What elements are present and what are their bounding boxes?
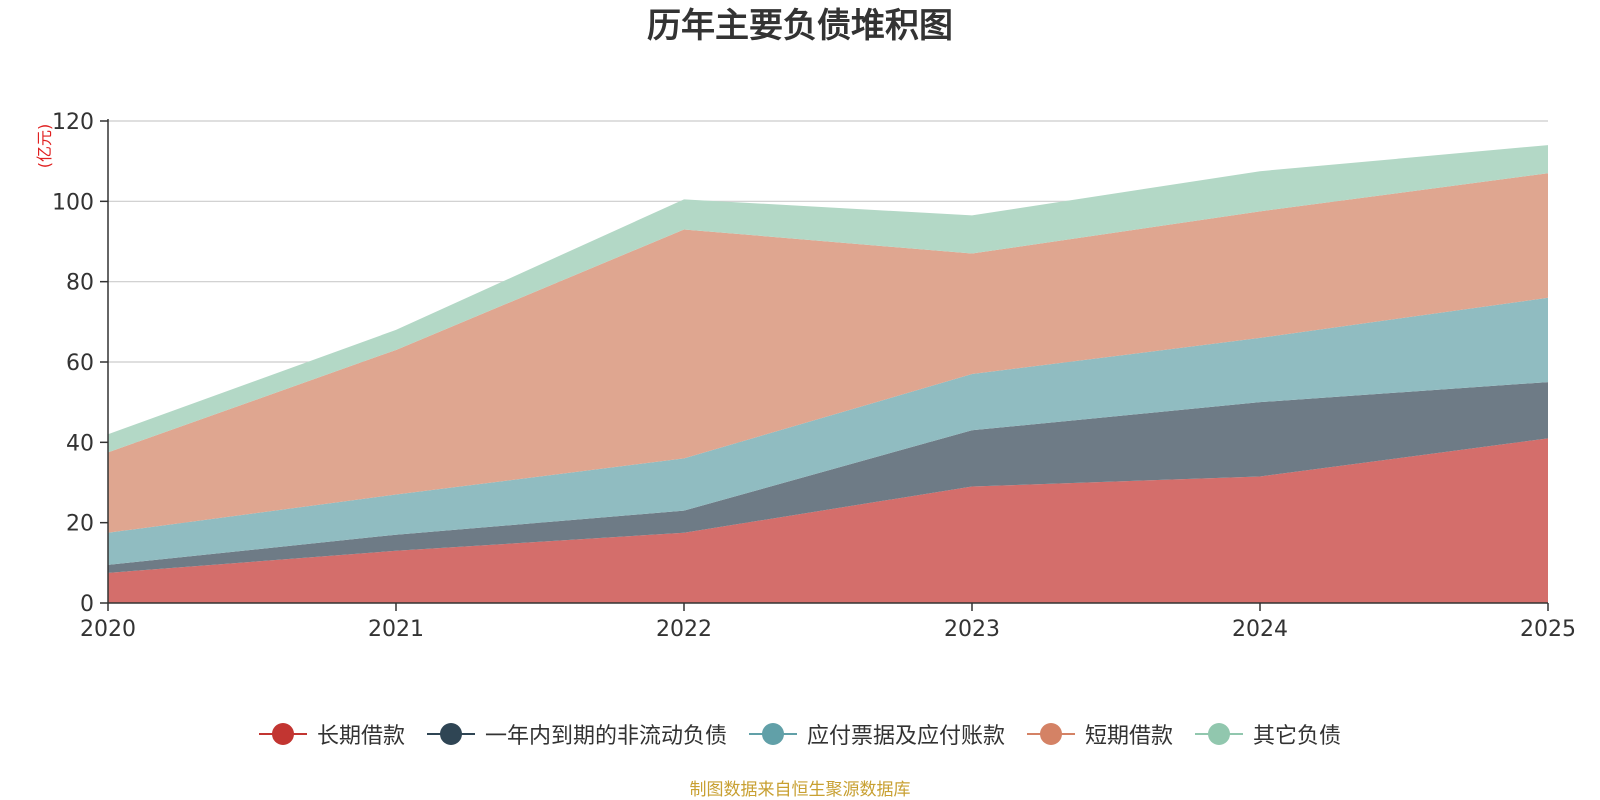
x-tick-label: 2024 (1232, 617, 1288, 642)
data-source-note: 制图数据来自恒生聚源数据库 (689, 780, 911, 800)
legend-label: 应付票据及应付账款 (806, 724, 1005, 749)
x-tick-label: 2025 (1520, 617, 1576, 642)
area-series-5 (108, 145, 1548, 453)
x-tick-label: 2021 (368, 617, 424, 642)
legend-item-2[interactable]: 一年内到期的非流动负债 (426, 718, 727, 750)
x-tick-label: 2020 (80, 617, 136, 642)
area-series-4 (108, 173, 1548, 533)
legend-label: 其它负债 (1253, 724, 1342, 749)
y-tick-label: 0 (80, 592, 94, 617)
chart-legend: 长期借款 一年内到期的非流动负债 应付票据及应付账款 短期借款 其它负债 (0, 718, 1600, 750)
legend-label: 长期借款 (316, 724, 405, 749)
area-series-3 (108, 297, 1548, 565)
axes: 0 20 40 60 80 100 120 2020 2021 2022 2023 2024 2025 (52, 110, 1576, 642)
x-tick-label: 2022 (656, 617, 712, 642)
legend-item-4[interactable]: 短期借款 (1027, 718, 1173, 750)
legend-label: 短期借款 (1085, 724, 1174, 749)
legend-marker-icon (1195, 722, 1244, 746)
area-series-1 (108, 438, 1548, 603)
legend-item-1[interactable]: 长期借款 (258, 718, 405, 750)
y-tick-label: 40 (66, 431, 94, 456)
x-tick-label: 2023 (944, 617, 1000, 642)
y-tick-label: 60 (66, 351, 94, 376)
y-tick-label: 100 (52, 190, 94, 215)
legend-item-3[interactable]: 应付票据及应付账款 (748, 718, 1005, 750)
legend-marker-icon (426, 722, 475, 746)
area-series-2 (108, 382, 1548, 573)
y-tick-label: 120 (52, 110, 94, 135)
y-axis-unit-label: (亿元) (35, 124, 54, 169)
area-series (108, 145, 1548, 603)
legend-marker-icon (1027, 722, 1075, 746)
legend-marker-icon (748, 722, 797, 746)
y-tick-label: 80 (66, 271, 94, 296)
y-tick-label: 20 (66, 512, 94, 537)
legend-item-5[interactable]: 其它负债 (1195, 718, 1341, 750)
legend-marker-icon (258, 722, 307, 746)
chart-title: 历年主要负债堆积图 (647, 6, 953, 46)
legend-label: 一年内到期的非流动负债 (484, 724, 727, 749)
